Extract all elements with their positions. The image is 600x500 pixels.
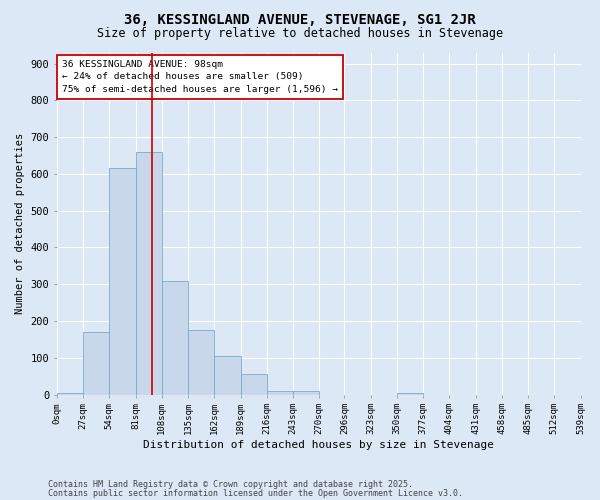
X-axis label: Distribution of detached houses by size in Stevenage: Distribution of detached houses by size …	[143, 440, 494, 450]
Text: 36, KESSINGLAND AVENUE, STEVENAGE, SG1 2JR: 36, KESSINGLAND AVENUE, STEVENAGE, SG1 2…	[124, 12, 476, 26]
Bar	[83, 332, 109, 394]
Bar	[293, 391, 319, 394]
Y-axis label: Number of detached properties: Number of detached properties	[15, 133, 25, 314]
Text: Contains HM Land Registry data © Crown copyright and database right 2025.: Contains HM Land Registry data © Crown c…	[48, 480, 413, 489]
Bar	[397, 392, 423, 394]
Bar	[214, 356, 241, 395]
Text: 36 KESSINGLAND AVENUE: 98sqm
← 24% of detached houses are smaller (509)
75% of s: 36 KESSINGLAND AVENUE: 98sqm ← 24% of de…	[62, 60, 338, 94]
Bar	[162, 280, 188, 394]
Bar	[109, 168, 136, 394]
Bar	[57, 392, 83, 394]
Text: Contains public sector information licensed under the Open Government Licence v3: Contains public sector information licen…	[48, 488, 463, 498]
Bar	[188, 330, 214, 394]
Bar	[241, 374, 267, 394]
Bar	[267, 391, 293, 394]
Bar	[136, 152, 162, 394]
Text: Size of property relative to detached houses in Stevenage: Size of property relative to detached ho…	[97, 28, 503, 40]
